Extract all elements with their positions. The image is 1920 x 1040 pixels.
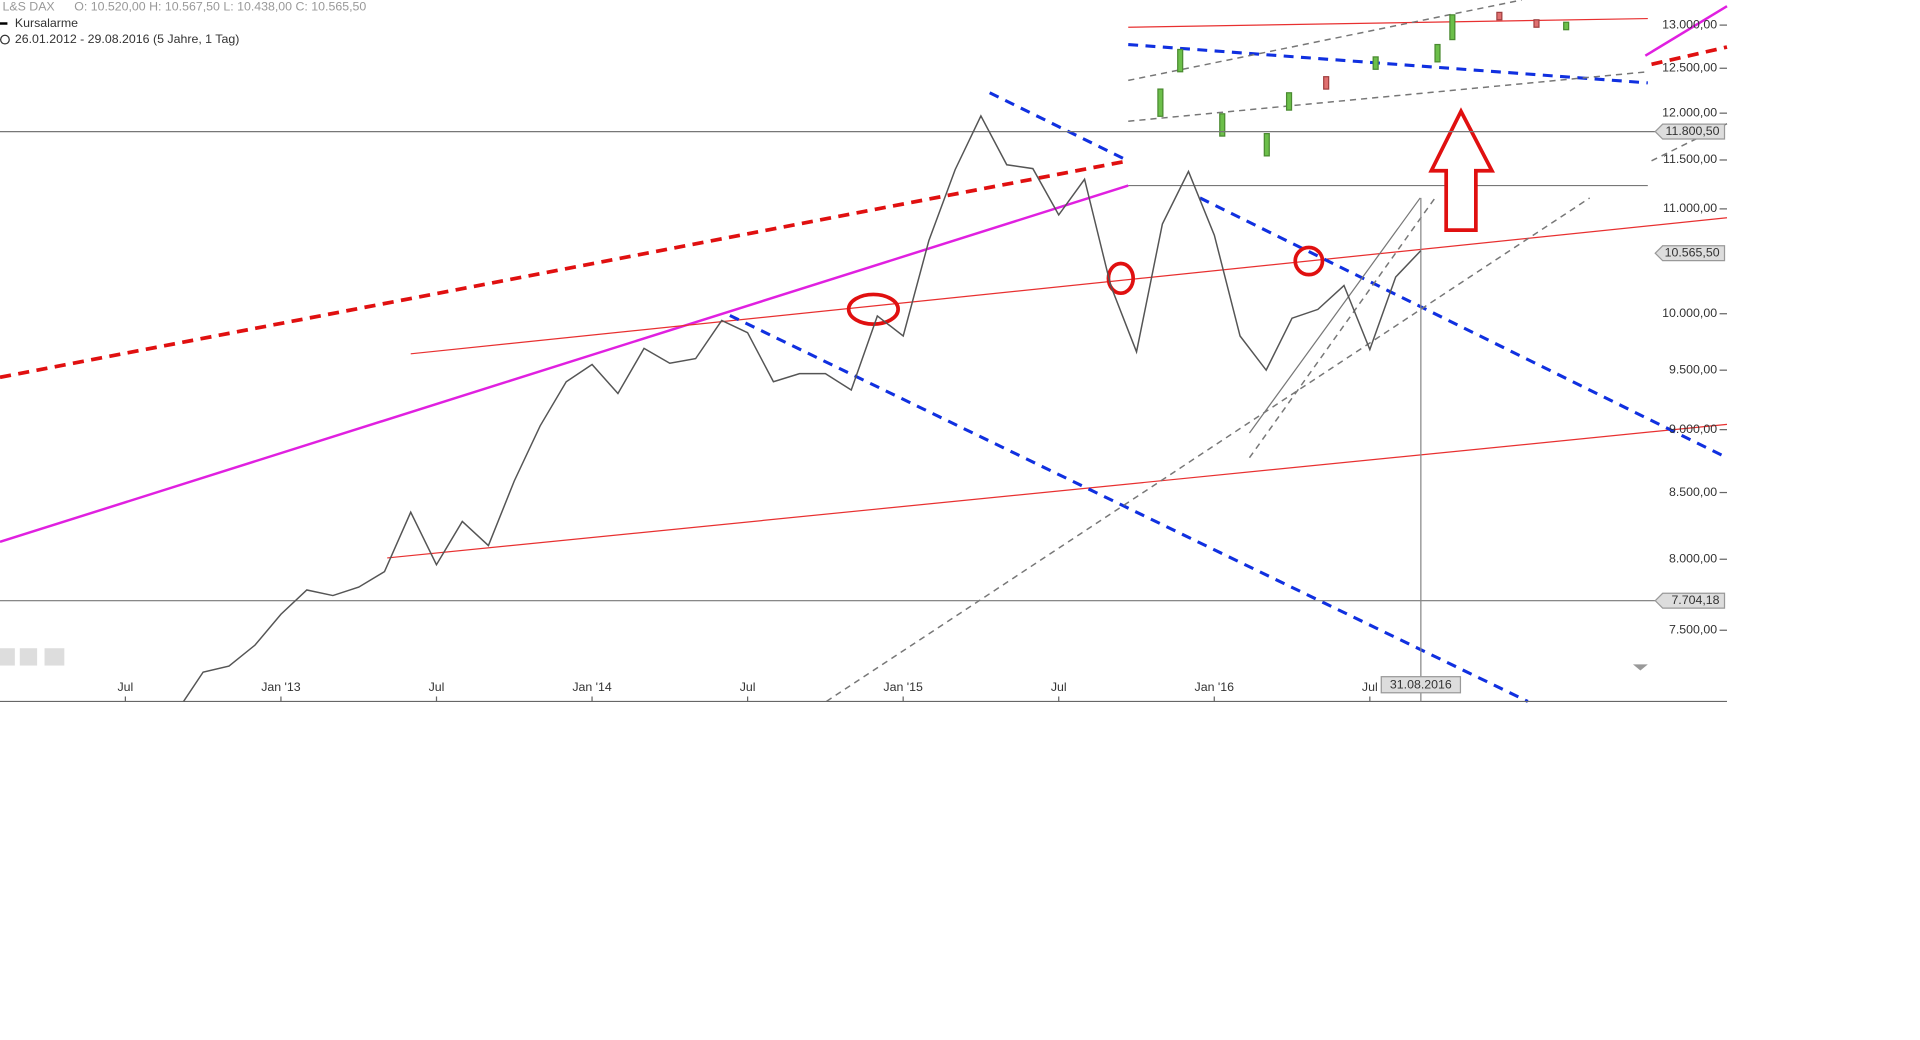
drawings	[0, 0, 1728, 703]
level-label: 11.800,50	[1665, 124, 1719, 138]
candle	[1263, 132, 1270, 157]
x-tick-label: Jul	[117, 680, 133, 694]
arrow-up	[1428, 107, 1496, 232]
candle	[1372, 56, 1379, 70]
x-tick-label: Jan '14	[572, 680, 612, 694]
subtitle: Kursalarme	[15, 16, 78, 30]
toolbar	[0, 648, 65, 666]
date-marker-badge	[1380, 676, 1462, 694]
y-tick-label: 13.000,00	[1662, 17, 1717, 31]
y-tick-label: 9.000,00	[1669, 422, 1717, 436]
trendline	[1651, 45, 1728, 67]
ohlc-text: O: 10.520,00 H: 10.567,50 L: 10.438,00 C…	[74, 0, 366, 14]
x-tick-label: Jan '16	[1195, 680, 1235, 694]
candle	[1496, 11, 1503, 21]
trendline	[1199, 196, 1728, 460]
x-tick-label: Jul	[429, 680, 445, 694]
projection-candles	[1157, 11, 1570, 157]
trendline	[1128, 17, 1648, 28]
trendline	[729, 314, 1529, 703]
trendline	[410, 217, 1728, 355]
plot-area	[182, 114, 1422, 702]
trendline	[1248, 197, 1436, 459]
last-price-badge	[1654, 245, 1726, 262]
x-tick-label: Jan '13	[261, 680, 301, 694]
y-tick-label: 11.000,00	[1663, 201, 1717, 215]
trendline	[1128, 42, 1648, 85]
y-tick-label: 9.500,00	[1669, 362, 1717, 376]
tool-button[interactable]	[44, 648, 65, 666]
chart-body: L&S DAX O: 10.520,00 H: 10.567,50 L: 10.…	[0, 0, 1728, 703]
candle	[1177, 48, 1184, 73]
last-price-label: 10.565,50	[1665, 245, 1720, 259]
chart-title: L&S DAX	[2, 0, 54, 14]
trendline	[387, 423, 1728, 559]
level-badge	[1654, 123, 1726, 140]
tool-button[interactable]	[19, 648, 38, 666]
candle	[1533, 19, 1540, 28]
y-tick-label: 12.500,00	[1662, 61, 1717, 75]
level-label: 7.704,18	[1671, 593, 1719, 607]
price-line	[182, 114, 1422, 702]
candle	[1219, 113, 1226, 137]
highlight-circle	[846, 292, 900, 326]
x-tick-label: Jul	[740, 680, 756, 694]
candle	[1449, 14, 1456, 41]
candle	[1563, 21, 1570, 31]
scroll-indicator[interactable]	[1632, 664, 1648, 671]
trendline	[988, 91, 1129, 163]
x-tick-label: Jul	[1362, 680, 1378, 694]
candle	[1323, 76, 1330, 90]
candle	[1157, 88, 1164, 117]
x-tick-label: Jan '15	[883, 680, 923, 694]
trendline	[1644, 5, 1728, 57]
tool-button[interactable]	[0, 648, 15, 666]
trendline	[0, 159, 1129, 380]
trendline	[0, 184, 1129, 544]
y-tick-label: 12.000,00	[1662, 105, 1717, 119]
candle	[1285, 92, 1293, 111]
range-text: 26.01.2012 - 29.08.2016 (5 Jahre, 1 Tag)	[15, 32, 239, 46]
y-tick-label: 8.000,00	[1669, 552, 1717, 566]
y-tick-label: 11.500,00	[1663, 152, 1717, 166]
y-tick-label: 7.500,00	[1669, 623, 1717, 637]
candle	[1434, 43, 1441, 63]
trendline	[1128, 71, 1648, 122]
trendline	[1128, 0, 1522, 82]
y-tick-label: 8.500,00	[1669, 485, 1717, 499]
level-badge	[1654, 592, 1726, 609]
date-marker-label: 31.08.2016	[1390, 678, 1452, 692]
y-tick-label: 10.000,00	[1662, 306, 1717, 320]
x-tick-label: Jul	[1051, 680, 1067, 694]
highlight-circle	[1293, 245, 1325, 277]
clock-icon	[0, 34, 10, 45]
trendline	[1248, 197, 1421, 434]
trendline	[825, 197, 1591, 703]
